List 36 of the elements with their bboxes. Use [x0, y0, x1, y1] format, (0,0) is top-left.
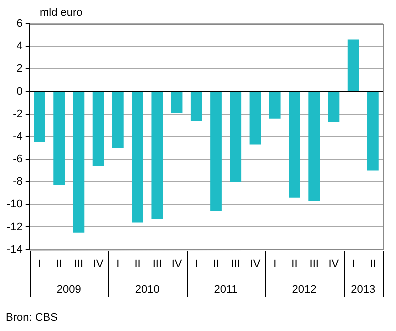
- y-tick-label: 4: [16, 40, 23, 53]
- x-tick-label: III: [152, 258, 162, 270]
- text: Bron: CBS: [6, 312, 58, 324]
- x-tick-label: I: [195, 258, 198, 270]
- y-tick-label: -12: [6, 221, 23, 234]
- x-tick-label: IV: [328, 258, 340, 270]
- text: 2009: [56, 284, 82, 296]
- y-tick-label: 2: [16, 63, 23, 76]
- y-tick-label: -14: [6, 244, 23, 256]
- y-tick-label: -2: [13, 108, 23, 120]
- y-tick-label: -4: [13, 130, 23, 143]
- x-tick-label: II: [56, 258, 62, 270]
- y-tick-label: 6: [16, 18, 23, 30]
- text: 2010: [135, 284, 160, 296]
- x-tick-label: I: [352, 258, 356, 270]
- x-tick-label: II: [292, 258, 298, 270]
- x-tick-label: II: [370, 258, 376, 270]
- x-tick-label: II: [134, 258, 141, 270]
- x-tick-label: IV: [172, 258, 183, 270]
- y-axis-title: mld euro: [40, 7, 83, 20]
- x-tick-label: IV: [250, 258, 262, 270]
- y-tick-label: 0: [16, 86, 23, 98]
- x-tick-label: IV: [93, 258, 104, 270]
- x-tick-label: III: [310, 258, 319, 270]
- x-tick-label: III: [74, 258, 84, 270]
- y-tick-label: -8: [13, 176, 23, 188]
- text: 2013: [351, 284, 376, 296]
- x-tick-label: I: [116, 258, 120, 270]
- x-tick-label: I: [38, 258, 42, 270]
- x-tick-label: III: [231, 258, 240, 270]
- x-tick-label: I: [274, 258, 277, 270]
- y-tick-label: -6: [13, 154, 23, 166]
- x-tick-label: II: [213, 258, 220, 270]
- text: 2012: [292, 284, 317, 296]
- y-tick-label: -10: [6, 198, 23, 211]
- text: 2011: [214, 284, 238, 296]
